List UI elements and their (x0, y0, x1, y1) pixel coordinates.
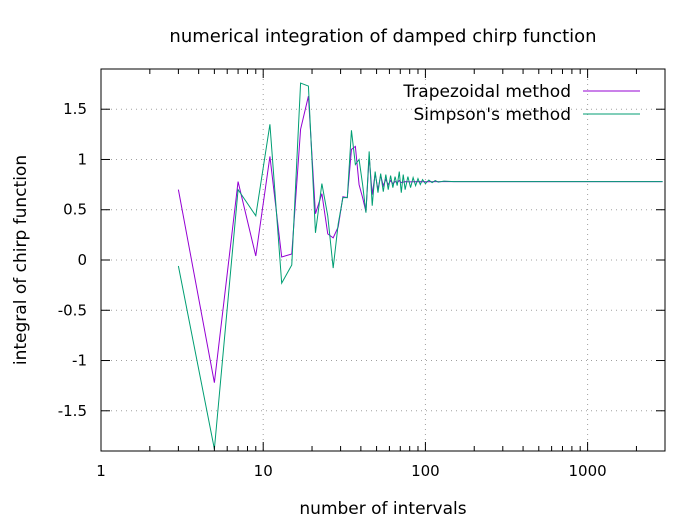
x-tick-label: 10 (254, 462, 273, 480)
chart-title: numerical integration of damped chirp fu… (169, 26, 596, 47)
y-tick-label: 0 (77, 251, 87, 269)
x-axis-label: number of intervals (299, 499, 466, 519)
simpson-series-line (177, 82, 663, 450)
x-tick-label: 1 (96, 462, 106, 480)
y-tick-label: 0.5 (63, 201, 87, 219)
legend: Trapezoidal method Simpson's method (402, 82, 640, 125)
y-tick-label: -0.5 (58, 301, 87, 319)
x-tick-label: 100 (411, 462, 440, 480)
x-tick-label: 1000 (569, 462, 607, 480)
y-tick-label: -1.5 (58, 402, 87, 420)
trapezoidal-series-line (177, 96, 663, 383)
grid (100, 69, 665, 451)
y-axis-label: integral of chirp function (11, 155, 31, 365)
x-tick-labels: 1 10 100 1000 (96, 462, 606, 480)
y-tick-label: 1.5 (63, 100, 87, 118)
plot-frame (100, 68, 666, 452)
legend-trapezoidal-label: Trapezoidal method (402, 82, 571, 102)
y-tick-label: -1 (72, 352, 87, 370)
y-tick-labels: 1.5 1 0.5 0 -0.5 -1 -1.5 (58, 100, 87, 420)
y-tick-label: 1 (77, 150, 87, 168)
legend-simpson-label: Simpson's method (414, 105, 571, 125)
series-layer (177, 82, 663, 450)
ticks (100, 69, 666, 451)
